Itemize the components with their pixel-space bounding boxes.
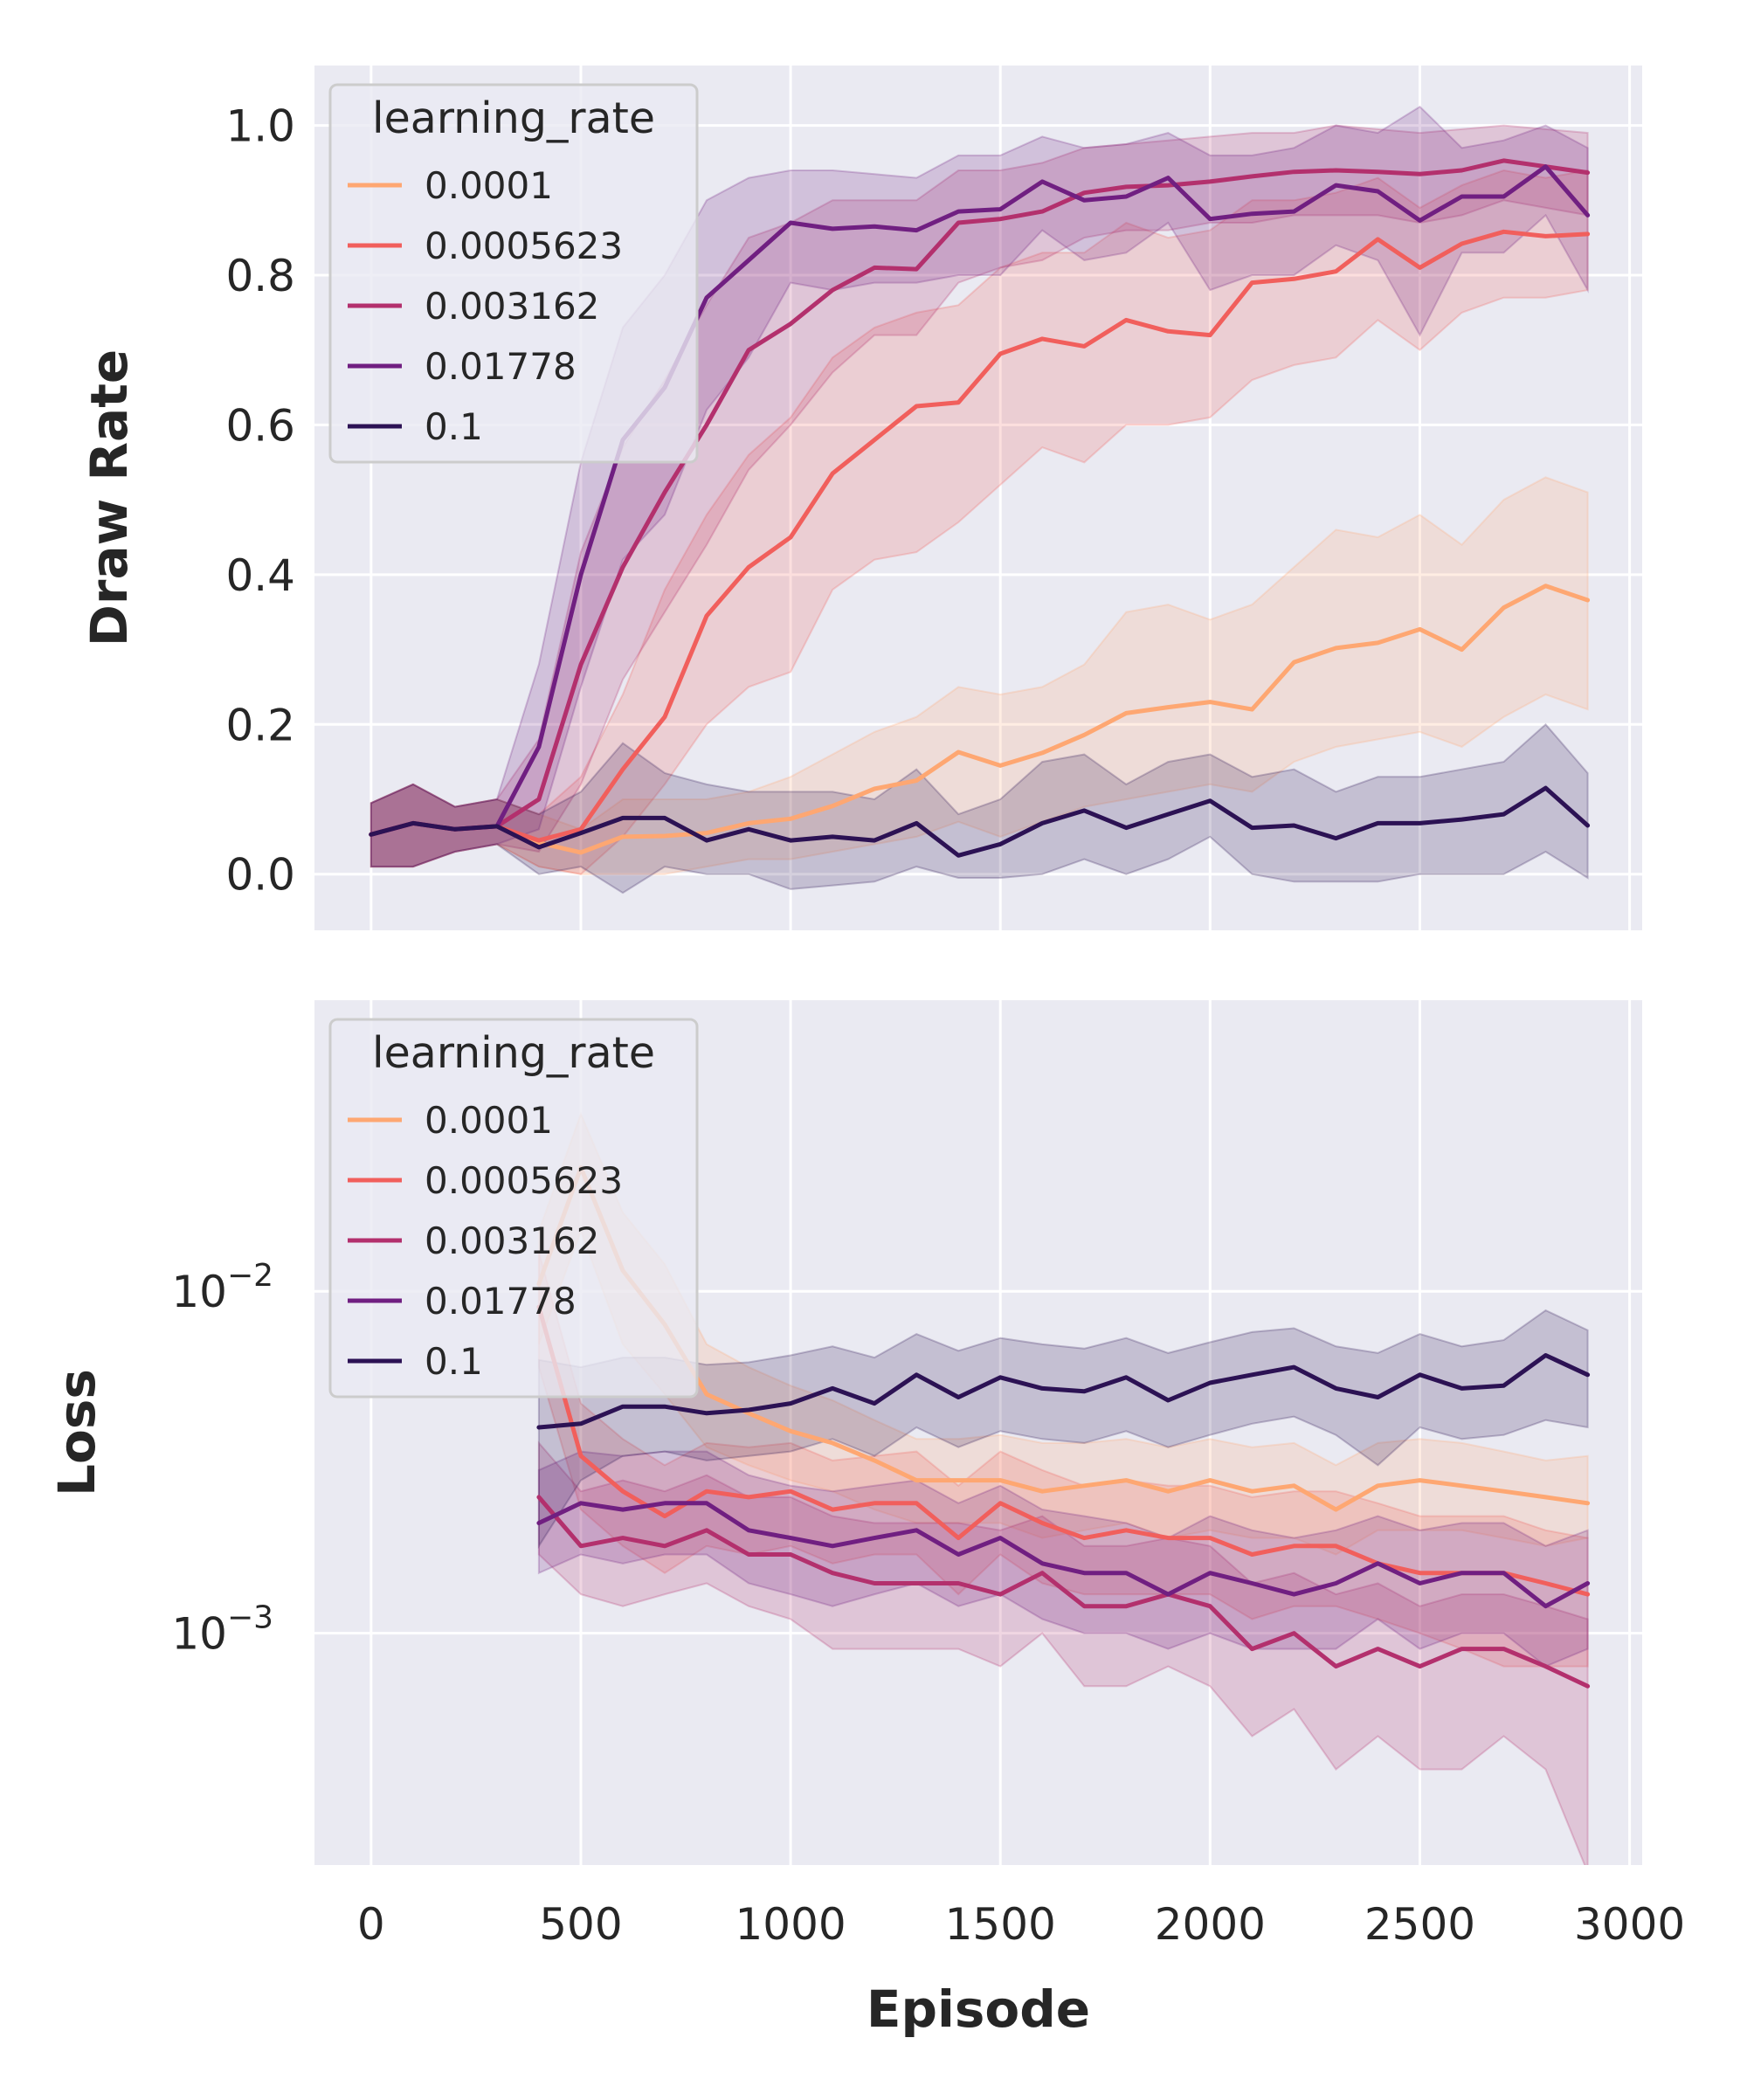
top-panel-line-0.003162	[369, 158, 1591, 837]
bottom-panel-band-0.01778	[537, 1450, 1589, 1668]
bottom-panel-band-0.1	[537, 1309, 1589, 1550]
bottom-panel-band-0.0005623	[537, 1252, 1589, 1668]
bottom-panel-xtick-label-0: 0	[357, 1899, 385, 1950]
bottom-panel-legend-label-0: 0.0001	[425, 1099, 553, 1142]
bottom-panel-line-0.0005623	[536, 1304, 1591, 1597]
bottom-panel-xtick-label-4: 2000	[1155, 1899, 1266, 1950]
bottom-panel-ytick-exp-0: −3	[227, 1600, 273, 1636]
top-panel-legend-label-0: 0.0001	[425, 164, 553, 207]
bottom-panel-xtick-label-3: 1500	[945, 1899, 1056, 1950]
bottom-panel-ytick-base-1: 10	[171, 1267, 227, 1317]
bottom-panel-plot-area	[536, 1111, 1591, 1865]
top-panel-line-0.0005623	[369, 229, 1591, 843]
top-panel-legend-frame	[328, 83, 699, 464]
bottom-panel-xtick-label-6: 3000	[1574, 1899, 1685, 1950]
top-panel-line-0.1	[369, 785, 1591, 858]
top-panel-ytick-label-2: 0.4	[225, 550, 295, 601]
top-panel-ytick-label-4: 0.8	[225, 251, 295, 301]
top-panel-ytick-label-0: 0.0	[225, 850, 295, 901]
top-panel-ytick-label-5: 1.0	[225, 101, 295, 152]
bottom-panel-line-0.1	[536, 1353, 1591, 1430]
top-panel-legend-label-1: 0.0005623	[425, 225, 623, 267]
bottom-panel-ytick-base-0: 10	[171, 1609, 227, 1660]
top-panel-band-0.0005623	[369, 169, 1589, 875]
top-panel-legend: learning_rate 0.0001 0.0005623 0.003162 0.01…	[328, 83, 699, 464]
bottom-panel-ytick-label-0: 10 −3	[171, 1600, 273, 1660]
top-panel-legend-label-4: 0.1	[425, 405, 483, 448]
top-panel-legend-title: learning_rate	[372, 93, 655, 143]
bottom-panel: 10 −310 −20 500 1000 1500 2000 2500 3000LossEpis…	[47, 1000, 1685, 2039]
bottom-panel-xtick-label-5: 2500	[1364, 1899, 1475, 1950]
bottom-panel-line-0.01778	[536, 1501, 1591, 1609]
top-panel-ytick-label-3: 0.6	[225, 400, 295, 451]
top-panel: 0.0 0.2 0.4 0.6 0.8 1.0 Draw Rate learning_rate…	[79, 66, 1642, 930]
bottom-panel-legend-label-4: 0.1	[425, 1340, 483, 1383]
bottom-panel-band-0.003162	[537, 1440, 1589, 1865]
top-panel-line-0.0001	[369, 584, 1591, 855]
top-panel-line-0.01778	[369, 164, 1591, 837]
bottom-panel-line-0.003162	[536, 1495, 1591, 1689]
bottom-panel-xlabel: Episode	[867, 1979, 1090, 2039]
bottom-panel-line-0.0001	[536, 1165, 1591, 1512]
top-panel-legend-label-3: 0.01778	[425, 345, 577, 388]
top-panel-band-0.1	[369, 722, 1589, 895]
bottom-panel-xtick-label-2: 1000	[735, 1899, 846, 1950]
bottom-panel-ylabel: Loss	[47, 1369, 107, 1496]
bottom-panel-legend-frame	[328, 1018, 699, 1399]
top-panel-band-0.0001	[369, 476, 1589, 875]
top-panel-ytick-label-1: 0.2	[225, 700, 295, 750]
bottom-panel-ytick-label-1: 10 −2	[171, 1258, 273, 1317]
bottom-panel-legend: learning_rate 0.0001 0.0005623 0.003162 0.01…	[328, 1018, 699, 1399]
bottom-panel-legend-label-2: 0.003162	[425, 1219, 599, 1262]
bottom-panel-legend-label-3: 0.01778	[425, 1280, 577, 1323]
bottom-panel-xtick-label-1: 500	[539, 1899, 622, 1950]
bottom-panel-legend-title: learning_rate	[372, 1028, 655, 1078]
top-panel-ylabel: Draw Rate	[79, 349, 139, 647]
bottom-panel-legend-label-1: 0.0005623	[425, 1159, 623, 1202]
bottom-panel-ytick-exp-1: −2	[227, 1258, 273, 1294]
top-panel-legend-label-2: 0.003162	[425, 285, 599, 328]
